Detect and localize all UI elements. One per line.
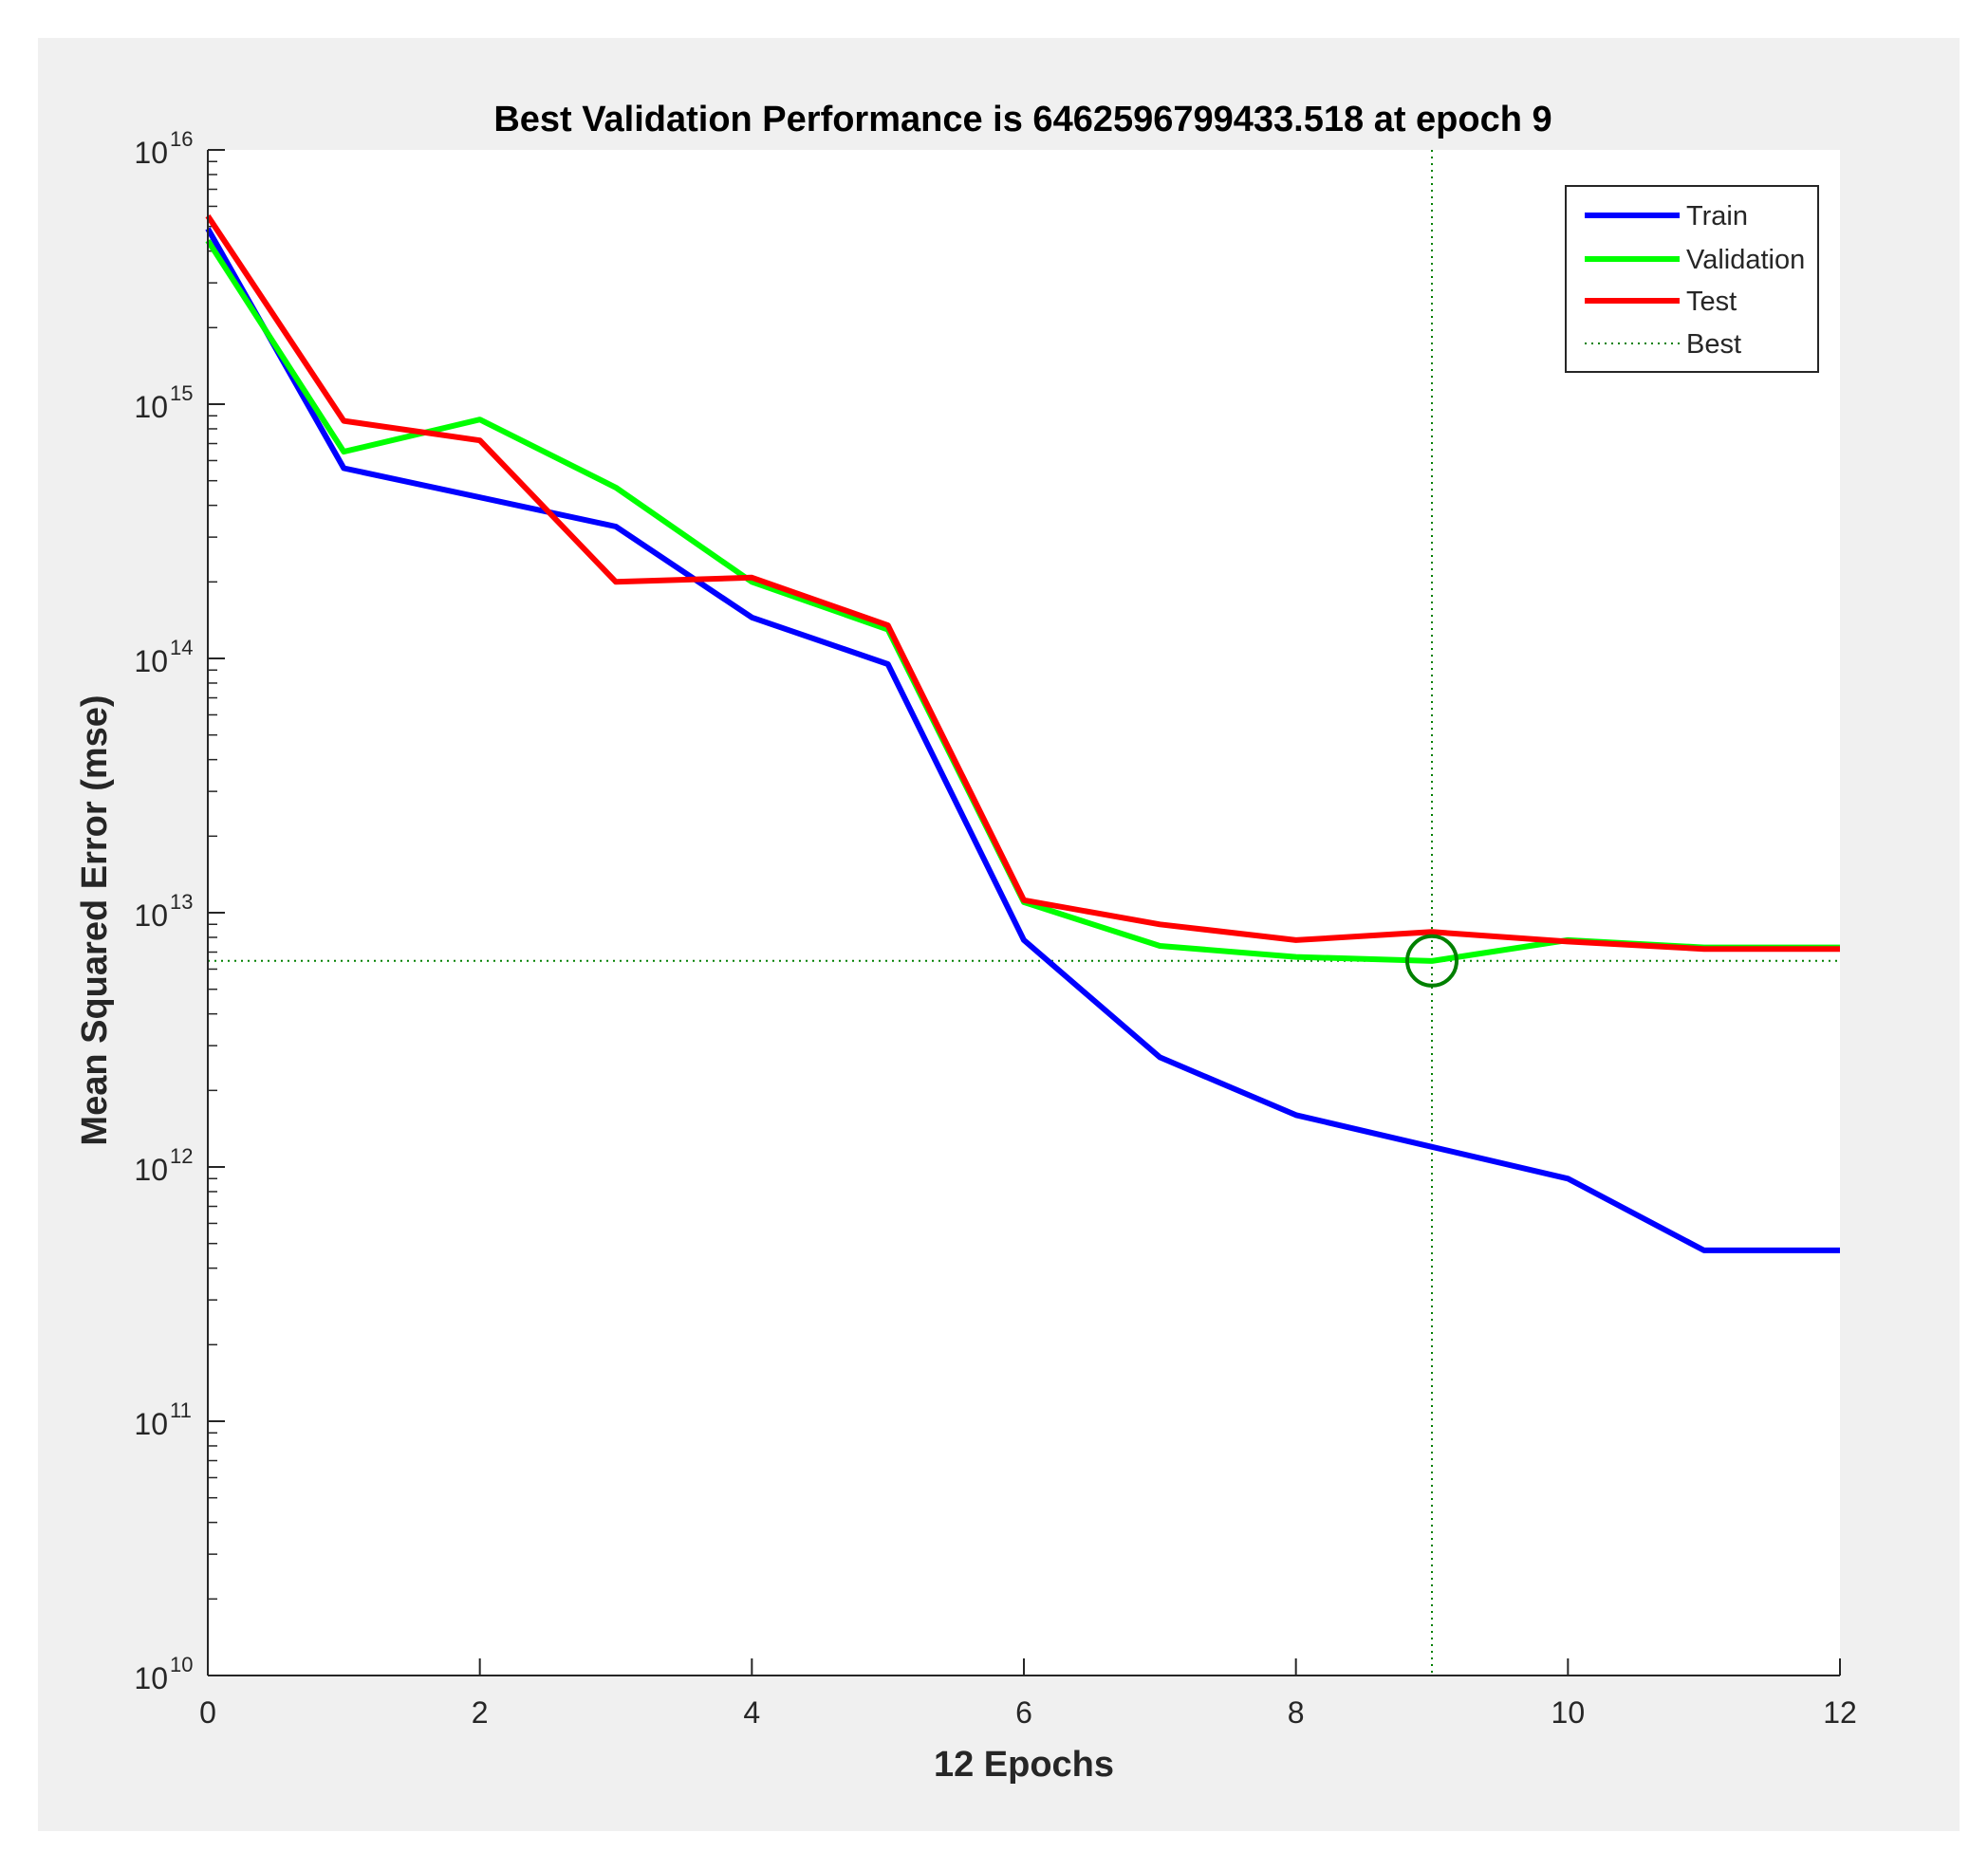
y-tick-label-exponent: 16 (170, 127, 193, 151)
y-tick-label-exponent: 11 (170, 1398, 192, 1422)
x-ticks: 0 2 4 6 8 10 12 (199, 1658, 1857, 1730)
legend-test-label: Test (1686, 287, 1737, 317)
legend-validation-label: Validation (1686, 245, 1805, 275)
series-line-test (205, 213, 1840, 953)
minor-ticks (208, 160, 217, 1601)
x-axis-title: 12 Epochs (934, 1745, 1114, 1785)
x-tick-label: 10 (1551, 1695, 1586, 1730)
y-tick-label-exponent: 13 (170, 890, 193, 914)
y-tick-label-base: 10 (134, 1153, 168, 1187)
figure-frame: 0 2 4 6 8 10 12 10 10 10 11 10 12 10 13 10 14 10 15 10 16 B… (38, 38, 1960, 1831)
x-tick-label: 4 (743, 1695, 760, 1730)
best-lines (208, 150, 1840, 1676)
y-tick-label-exponent: 10 (170, 1653, 193, 1676)
series-layer (205, 213, 1840, 1253)
chart-title: Best Validation Performance is 646259679… (493, 100, 1551, 139)
x-tick-label: 0 (199, 1695, 216, 1730)
legend: Train Validation Test Best (1565, 185, 1819, 373)
plot-area (208, 150, 1840, 1676)
legend-train-label: Train (1686, 201, 1748, 231)
y-tick-label-base: 10 (134, 390, 168, 424)
x-tick-label: 2 (472, 1695, 489, 1730)
y-tick-label-base: 10 (134, 136, 168, 170)
x-tick-label: 12 (1823, 1695, 1857, 1730)
best-marker (1405, 934, 1458, 988)
y-tick-label-exponent: 14 (170, 636, 193, 659)
y-tick-label-exponent: 12 (170, 1144, 193, 1168)
y-tick-label-exponent: 15 (170, 381, 193, 405)
y-tick-label-base: 10 (134, 644, 168, 678)
x-tick-label: 8 (1288, 1695, 1305, 1730)
x-tick-label: 6 (1015, 1695, 1032, 1730)
legend-best-label: Best (1686, 329, 1741, 360)
y-tick-label-base: 10 (134, 898, 168, 933)
y-axis-title: Mean Squared Error (mse) (75, 694, 115, 1145)
y-tick-label-base: 10 (134, 1661, 168, 1695)
y-tick-label-base: 10 (134, 1407, 168, 1441)
series-line-train (205, 227, 1840, 1253)
